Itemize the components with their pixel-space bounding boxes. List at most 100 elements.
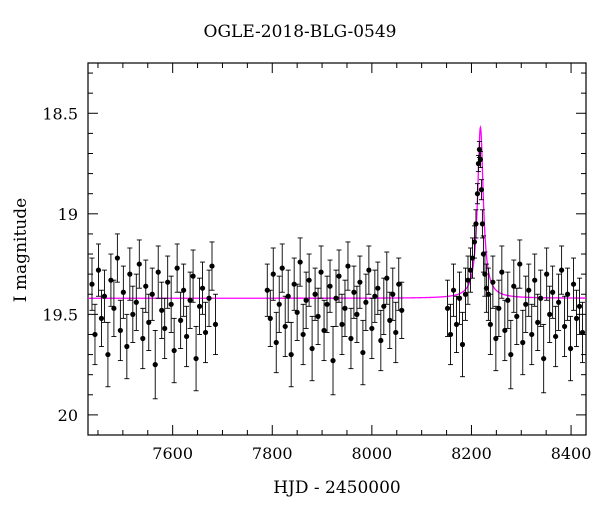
data-point <box>366 267 372 273</box>
data-point <box>478 187 485 193</box>
data-point <box>499 269 505 275</box>
data-point <box>339 321 345 328</box>
data-point <box>573 315 580 321</box>
data-point <box>273 339 279 346</box>
data-point <box>321 327 327 334</box>
data-point <box>155 269 161 275</box>
data-point <box>303 297 309 303</box>
y-tick-label: 19 <box>58 205 78 224</box>
data-point <box>165 279 171 285</box>
data-point <box>570 281 577 287</box>
data-point <box>459 341 466 348</box>
data-point <box>456 295 463 301</box>
data-point <box>143 283 149 289</box>
data-point <box>178 317 184 323</box>
data-point <box>291 281 297 287</box>
data-point <box>502 327 508 334</box>
data-point <box>130 311 136 317</box>
data-point <box>561 323 568 330</box>
data-point <box>133 299 139 305</box>
data-point <box>473 221 479 227</box>
data-point <box>190 273 196 279</box>
data-point <box>127 271 133 277</box>
data-point <box>553 333 559 340</box>
data-point <box>558 267 565 273</box>
data-point <box>152 362 158 368</box>
data-point <box>336 273 342 279</box>
data-point <box>351 289 357 295</box>
data-point <box>514 313 520 319</box>
data-point <box>520 339 526 346</box>
data-point <box>264 287 270 293</box>
data-point <box>396 281 402 287</box>
data-point <box>105 351 111 358</box>
y-tick-label: 20 <box>58 406 78 425</box>
data-point <box>462 291 469 297</box>
data-point <box>378 337 384 344</box>
data-point <box>149 291 155 297</box>
data-point <box>270 271 276 277</box>
data-point <box>471 239 478 245</box>
data-point <box>490 279 496 285</box>
data-point <box>579 329 586 336</box>
data-point <box>535 319 541 325</box>
data-point <box>288 351 294 358</box>
data-point <box>140 335 146 342</box>
data-point <box>475 160 482 167</box>
x-tick-label: 7800 <box>252 444 293 463</box>
data-point <box>550 289 556 295</box>
data-point <box>399 307 405 313</box>
axis-ticks: 7600 7800 8000 8200 8400 18.5 19 19.5 20 <box>42 63 591 463</box>
data-point <box>111 305 117 311</box>
data-point <box>184 333 190 340</box>
data-point <box>312 291 318 297</box>
data-point <box>357 279 363 285</box>
data-point <box>345 263 351 269</box>
data-point <box>390 291 396 297</box>
x-tick-label: 8200 <box>451 444 492 463</box>
data-point <box>567 345 574 352</box>
data-point <box>450 287 457 293</box>
data-point <box>309 345 315 352</box>
data-point <box>483 285 489 291</box>
data-point <box>508 351 514 358</box>
data-point <box>276 301 282 307</box>
data-point <box>444 305 451 311</box>
data-point <box>363 299 369 305</box>
data-point <box>267 315 273 321</box>
data-point <box>181 287 187 293</box>
data-point <box>98 315 105 321</box>
data-point <box>306 277 312 283</box>
data-point <box>120 289 126 295</box>
data-point <box>174 265 180 271</box>
data-point <box>333 295 339 301</box>
data-point <box>209 263 215 269</box>
data-points <box>89 140 586 400</box>
y-tick-label: 19.5 <box>42 305 78 324</box>
data-point <box>487 321 493 328</box>
data-point <box>354 311 360 317</box>
data-point <box>294 309 300 315</box>
data-point <box>279 265 285 271</box>
data-point <box>342 305 348 311</box>
data-point <box>532 277 538 283</box>
data-point <box>285 293 291 299</box>
data-point <box>117 327 123 334</box>
data-point <box>529 331 535 338</box>
chart-title: OGLE-2018-BLG-0549 <box>203 22 397 42</box>
data-point <box>282 323 288 330</box>
data-point <box>162 325 168 332</box>
plot-frame <box>87 62 587 436</box>
x-axis-label: HJD - 2450000 <box>273 478 401 498</box>
data-point <box>297 259 303 265</box>
data-point <box>393 329 399 336</box>
data-point <box>369 325 375 332</box>
data-point <box>136 261 142 267</box>
data-point <box>505 297 511 303</box>
data-point <box>318 269 324 275</box>
data-point <box>193 355 199 362</box>
data-point <box>477 156 484 163</box>
data-point <box>384 275 390 281</box>
data-point <box>523 301 529 307</box>
